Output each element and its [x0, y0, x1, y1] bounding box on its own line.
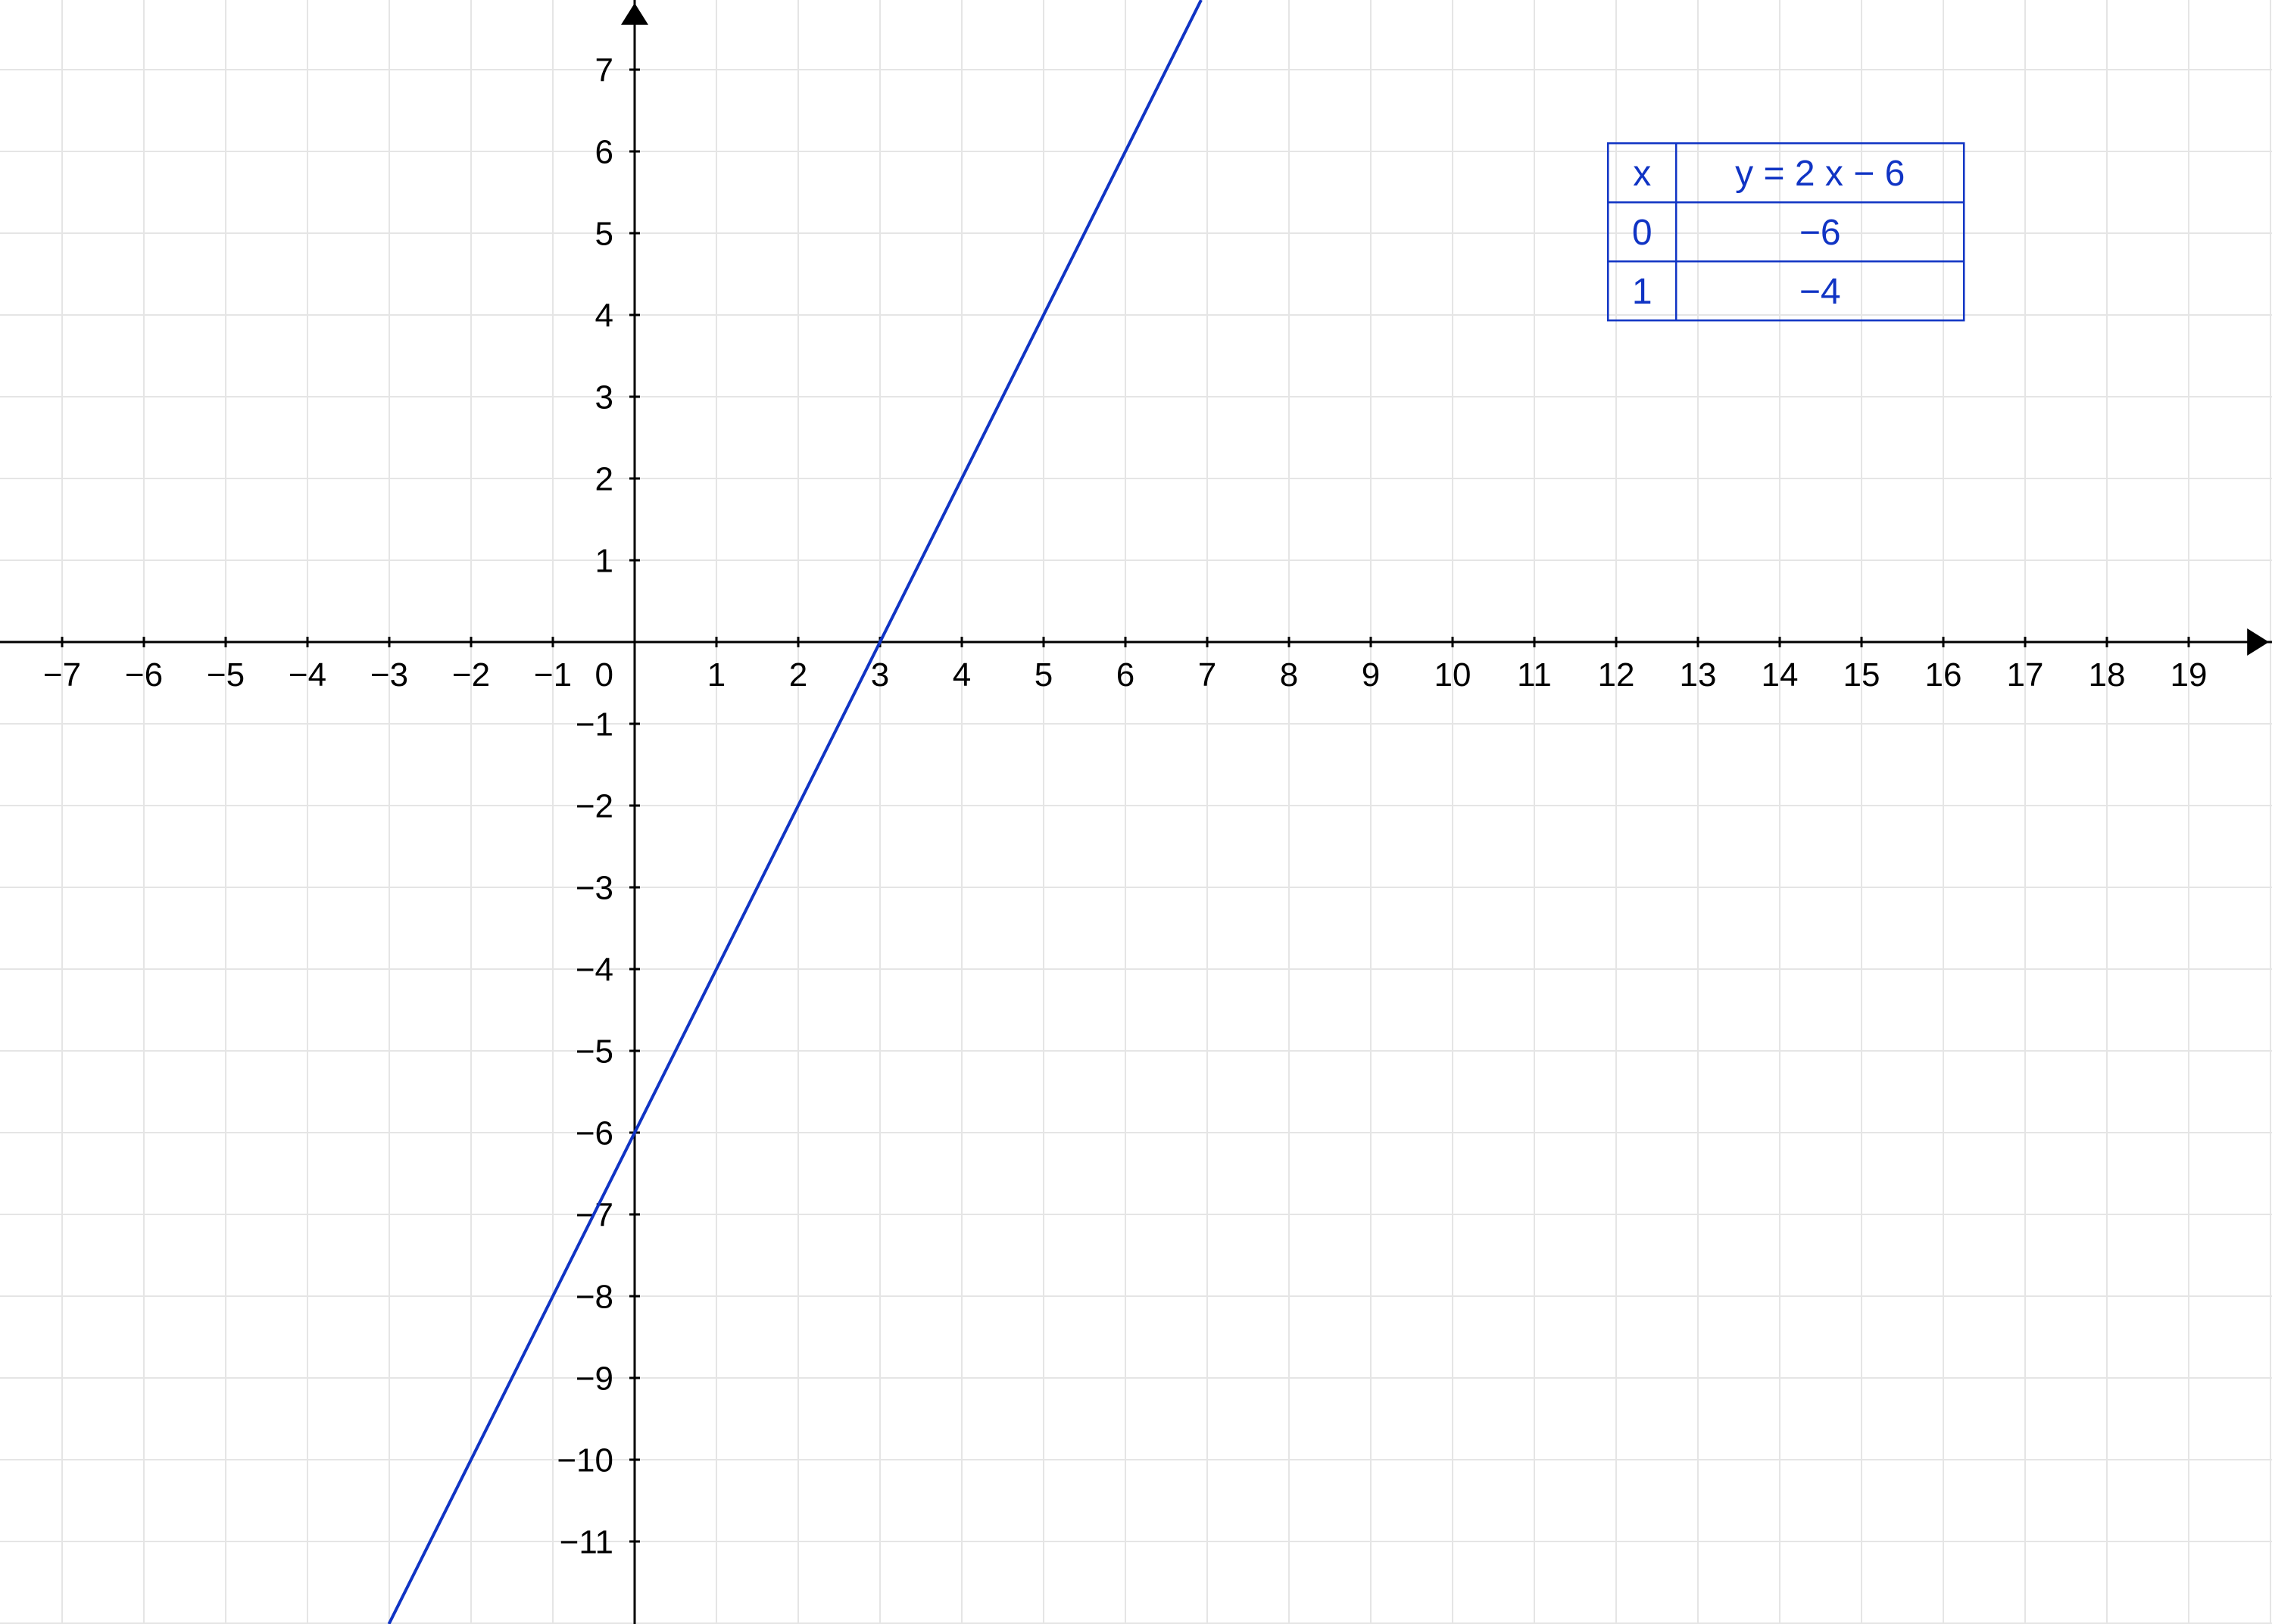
x-tick-label: −3	[370, 656, 408, 694]
y-tick-label: −11	[560, 1523, 613, 1560]
x-tick-label: −6	[125, 656, 163, 694]
table-header-y: y = 2 x − 6	[1735, 154, 1905, 194]
y-tick-label: 1	[595, 542, 613, 579]
x-tick-label: 11	[1517, 656, 1552, 694]
x-tick-label: 10	[1434, 656, 1471, 694]
x-tick-label: 17	[2007, 656, 2044, 694]
table-header-x: x	[1633, 154, 1651, 194]
x-tick-label: 6	[1116, 656, 1134, 694]
y-tick-label: −2	[576, 787, 613, 824]
x-tick-label: 7	[1198, 656, 1216, 694]
x-tick-label: 9	[1362, 656, 1380, 694]
y-tick-label: 6	[595, 133, 613, 170]
x-tick-label: −5	[207, 656, 245, 694]
x-tick-label: −2	[452, 656, 490, 694]
chart-svg: −7−6−5−4−3−2−112345678910111213141516171…	[0, 0, 2272, 1624]
y-tick-label: −3	[576, 869, 613, 906]
x-tick-label: 2	[789, 656, 807, 694]
x-tick-label: −7	[43, 656, 81, 694]
y-tick-label: −8	[576, 1278, 613, 1315]
y-tick-label: 4	[595, 297, 613, 334]
y-tick-label: 5	[595, 215, 613, 252]
y-tick-label: −9	[576, 1360, 613, 1397]
y-tick-label: −4	[576, 951, 613, 988]
table-cell-x: 0	[1632, 213, 1653, 253]
table-cell-y: −4	[1799, 272, 1841, 312]
x-tick-label: 5	[1035, 656, 1053, 694]
table-cell-x: 1	[1632, 272, 1653, 312]
origin-label: 0	[595, 656, 613, 694]
x-tick-label: 12	[1598, 656, 1635, 694]
x-tick-label: 16	[1925, 656, 1962, 694]
x-tick-label: 13	[1680, 656, 1717, 694]
x-tick-label: 18	[2089, 656, 2126, 694]
chart-container: −7−6−5−4−3−2−112345678910111213141516171…	[0, 0, 2272, 1624]
table-cell-y: −6	[1799, 213, 1841, 253]
y-tick-label: −10	[557, 1442, 613, 1479]
x-tick-label: 3	[871, 656, 889, 694]
x-tick-label: 8	[1280, 656, 1298, 694]
y-tick-label: −1	[576, 706, 613, 743]
x-tick-label: 1	[707, 656, 726, 694]
x-tick-label: −4	[289, 656, 326, 694]
y-tick-label: 7	[595, 51, 613, 89]
y-tick-label: 2	[595, 460, 613, 497]
x-tick-label: 19	[2171, 656, 2208, 694]
chart-background	[0, 0, 2272, 1624]
y-tick-label: −5	[576, 1033, 613, 1070]
x-tick-label: −1	[534, 656, 572, 694]
y-tick-label: −6	[576, 1114, 613, 1152]
x-tick-label: 14	[1762, 656, 1799, 694]
x-tick-label: 4	[953, 656, 971, 694]
x-tick-label: 15	[1843, 656, 1880, 694]
y-tick-label: 3	[595, 379, 613, 416]
